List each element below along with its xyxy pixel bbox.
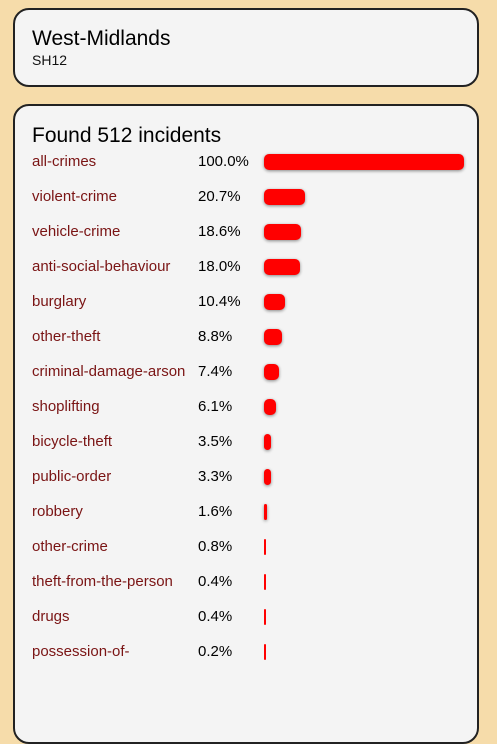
percent-bar-track [264, 152, 464, 172]
category-link[interactable]: bicycle-theft [32, 433, 113, 450]
percent-bar [264, 469, 271, 485]
incident-row: other-crime 0.8% [32, 537, 477, 557]
incident-row: other-theft 8.8% [32, 327, 477, 347]
incident-row: theft-from-the-person 0.4% [32, 572, 477, 592]
percent-bar [264, 154, 464, 170]
category-link[interactable]: possession-of- [32, 643, 130, 660]
category-percent: 3.3% [198, 468, 233, 485]
incident-results-card: Found 512 incidents all-crimes 100.0% viol… [13, 104, 479, 744]
percent-bar-track [264, 572, 464, 592]
percent-bar [264, 574, 266, 590]
incident-row: violent-crime 20.7% [32, 187, 477, 207]
category-percent: 10.4% [198, 293, 241, 310]
incident-row: vehicle-crime 18.6% [32, 222, 477, 242]
percent-bar [264, 259, 300, 275]
category-percent: 1.6% [198, 503, 233, 520]
category-link[interactable]: other-theft [32, 328, 101, 345]
percent-bar-track [264, 467, 464, 487]
found-count-heading: Found 512 incidents [32, 124, 222, 147]
percent-bar-track [264, 222, 464, 242]
incident-row: bicycle-theft 3.5% [32, 432, 477, 452]
percent-bar-track [264, 642, 464, 662]
area-header-card: West-Midlands SH12 [13, 8, 479, 87]
area-title: West-Midlands [32, 27, 171, 50]
category-percent: 100.0% [198, 153, 249, 170]
incident-row: possession-of- 0.2% [32, 642, 477, 662]
percent-bar-track [264, 607, 464, 627]
category-percent: 8.8% [198, 328, 233, 345]
category-link[interactable]: drugs [32, 608, 70, 625]
category-percent: 0.4% [198, 573, 233, 590]
percent-bar-track [264, 502, 464, 522]
category-link[interactable]: burglary [32, 293, 87, 310]
category-percent: 18.6% [198, 223, 241, 240]
percent-bar [264, 294, 285, 310]
category-link[interactable]: robbery [32, 503, 83, 520]
percent-bar [264, 329, 282, 345]
incident-row: shoplifting 6.1% [32, 397, 477, 417]
percent-bar [264, 364, 279, 380]
incident-list: all-crimes 100.0% violent-crime 20.7% vehicl… [32, 152, 477, 662]
category-link[interactable]: shoplifting [32, 398, 100, 415]
category-percent: 0.2% [198, 643, 233, 660]
category-link[interactable]: public-order [32, 468, 112, 485]
percent-bar [264, 609, 266, 625]
percent-bar [264, 434, 271, 450]
percent-bar [264, 644, 266, 660]
percent-bar-track [264, 187, 464, 207]
category-percent: 7.4% [198, 363, 233, 380]
percent-bar-track [264, 432, 464, 452]
category-link[interactable]: anti-social-behaviour [32, 258, 171, 275]
percent-bar-track [264, 327, 464, 347]
category-percent: 18.0% [198, 258, 241, 275]
category-percent: 0.8% [198, 538, 233, 555]
category-link[interactable]: all-crimes [32, 153, 97, 170]
area-code: SH12 [32, 52, 68, 68]
incident-row: all-crimes 100.0% [32, 152, 477, 172]
percent-bar-track [264, 257, 464, 277]
percent-bar [264, 224, 301, 240]
category-link[interactable]: vehicle-crime [32, 223, 121, 240]
percent-bar-track [264, 362, 464, 382]
category-link[interactable]: other-crime [32, 538, 108, 555]
category-percent: 3.5% [198, 433, 233, 450]
incident-row: criminal-damage-arson 7.4% [32, 362, 477, 382]
category-percent: 6.1% [198, 398, 233, 415]
percent-bar-track [264, 537, 464, 557]
percent-bar-track [264, 292, 464, 312]
percent-bar [264, 399, 276, 415]
incident-row: public-order 3.3% [32, 467, 477, 487]
incident-row: robbery 1.6% [32, 502, 477, 522]
incident-row: burglary 10.4% [32, 292, 477, 312]
percent-bar-track [264, 397, 464, 417]
category-link[interactable]: criminal-damage-arson [32, 363, 186, 380]
incident-row: anti-social-behaviour 18.0% [32, 257, 477, 277]
incident-row: drugs 0.4% [32, 607, 477, 627]
category-link[interactable]: theft-from-the-person [32, 573, 173, 590]
category-link[interactable]: violent-crime [32, 188, 118, 205]
percent-bar [264, 189, 305, 205]
category-percent: 0.4% [198, 608, 233, 625]
percent-bar [264, 504, 267, 520]
category-percent: 20.7% [198, 188, 241, 205]
percent-bar [264, 539, 266, 555]
